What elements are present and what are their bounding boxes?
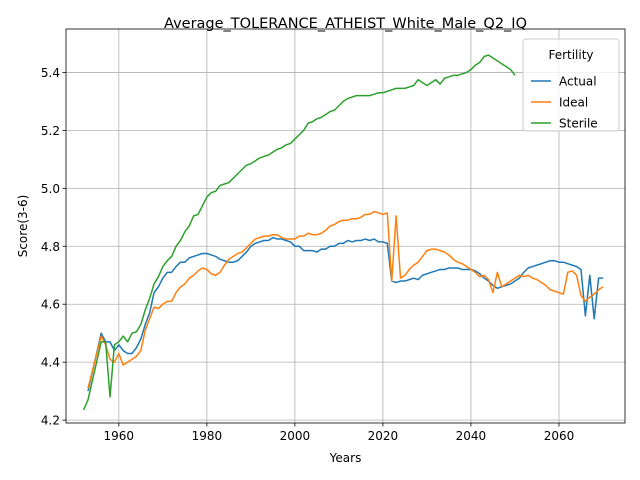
axis-ticks: 1960 1980 2000 2020 2040 2060 4.2 4.4 4.6 4.8 5.0 5… [41, 66, 574, 443]
legend-label-actual: Actual [559, 75, 597, 89]
x-axis-label: Years [329, 451, 362, 465]
x-tick-label: 1960 [104, 429, 135, 443]
y-tick-label: 4.6 [41, 298, 60, 312]
legend-label-sterile: Sterile [559, 117, 598, 131]
x-tick-label: 2060 [544, 429, 575, 443]
y-tick-label: 5.0 [41, 182, 60, 196]
y-tick-label: 5.2 [41, 124, 60, 138]
x-tick-label: 2020 [368, 429, 399, 443]
series-lines [82, 54, 604, 411]
legend: Fertility Actual Ideal Sterile [522, 38, 620, 132]
x-tick-label: 2000 [280, 429, 311, 443]
y-tick-label: 4.4 [41, 356, 60, 370]
series-line-actual [87, 236, 603, 392]
x-tick-label: 2040 [456, 429, 487, 443]
y-tick-label: 5.4 [41, 66, 60, 80]
chart-title: Average_TOLERANCE_ATHEIST_White_Male_Q2_… [164, 16, 527, 32]
y-tick-label: 4.2 [41, 414, 60, 428]
plot-frame [65, 28, 626, 424]
legend-label-ideal: Ideal [559, 96, 588, 110]
legend-box [522, 38, 620, 132]
grid-lines [66, 29, 625, 423]
x-tick-label: 1980 [192, 429, 223, 443]
y-tick-label: 4.8 [41, 240, 60, 254]
legend-title: Fertility [548, 48, 593, 62]
y-axis-label: Score(3-6) [16, 195, 30, 258]
series-line-ideal [87, 210, 604, 389]
series-line-sterile [82, 54, 516, 411]
